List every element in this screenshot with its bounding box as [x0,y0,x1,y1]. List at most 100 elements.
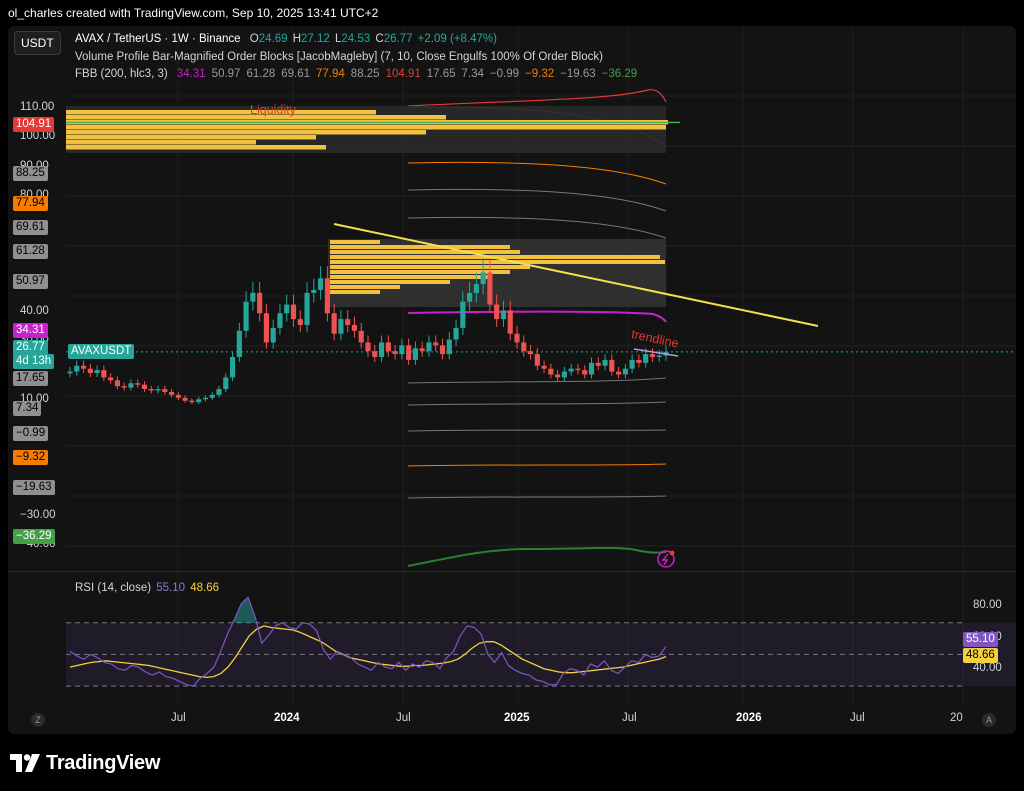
price-level-badge: 77.94 [13,195,48,211]
candle-body [202,397,209,400]
volume-profile-bar [330,265,530,269]
rsi-background-band [66,622,1016,687]
candle-body [257,292,263,314]
price-level-badge: 61.28 [13,244,48,260]
alert-dot-icon [669,550,675,556]
candle-body [575,368,581,371]
volume-profile-bar [66,130,426,135]
fbb-band-line [407,495,667,499]
volume-profile-bar [330,290,380,294]
candle-body [541,365,547,369]
candle-body [561,371,567,378]
fbb-value: −19.63 [560,68,596,80]
main-trendline [333,223,819,327]
pane-divider[interactable] [8,571,1016,572]
rsi-ma-line [69,625,667,679]
change-value: +2.09 (+8.47%) [417,33,497,45]
candle-body [446,339,452,355]
rsi-axis-label: 80.00 [973,598,1002,611]
volume-profile-bar [330,260,665,264]
fbb-value: −9.32 [525,68,555,80]
fbb-legend[interactable]: FBB (200, hlc3, 3) 34.31 50.97 61.28 69.61 7… [75,68,641,80]
open-value: 24.69 [258,33,288,45]
candle-body [128,383,134,388]
candle-body [473,284,479,293]
liquidity-label: Liquidity [250,103,296,118]
candle-body [114,380,120,387]
volume-profile-bar [66,135,316,140]
candle-body [108,377,114,381]
time-axis-label: 2026 [736,712,762,724]
alert-icon [657,550,675,568]
volume-profile-bar [330,270,510,274]
candle-body [277,313,283,328]
candle-body [263,313,269,343]
fbb-band-line [407,429,667,432]
tradingview-logo: TradingView [10,752,160,774]
candle-body [460,301,466,328]
candle-body [182,397,188,401]
chart-canvas[interactable] [8,26,1016,734]
candle-body [243,301,249,331]
candle-body [372,351,378,358]
price-level-badge: −19.63 [13,480,55,496]
price-level-badge: 7.34 [13,401,42,417]
candle-body [656,355,662,358]
symbol-title[interactable]: AVAX / TetherUS · 1W · Binance [75,33,241,45]
chart-frame[interactable]: USDT AVAX / TetherUS · 1W · Binance O24.… [8,26,1016,734]
short-trendline [633,348,679,357]
bar-countdown-badge: 4d 13h [13,353,55,369]
candle-body [649,354,656,358]
auto-scale-button[interactable]: A [982,713,996,727]
candle-body [643,354,649,363]
fbb-basis-line [407,310,667,323]
candle-body [169,391,175,395]
candle-body [433,342,439,346]
price-level-badge: 50.97 [13,274,48,290]
candle-body [568,368,574,372]
currency-button[interactable]: USDT [14,31,61,55]
candle-body [290,304,297,320]
candle-body [609,359,615,372]
candle-body [162,389,168,392]
last-price-badge: 26.77 [13,339,48,355]
order-blocks-legend[interactable]: Volume Profile Bar-Magnified Order Block… [75,51,603,63]
fbb-value: 88.25 [350,68,380,80]
zoom-reset-button[interactable]: Z [31,713,45,727]
fbb-value: 77.94 [316,68,345,80]
fbb-value: −0.99 [489,68,520,80]
volume-profile-bar [66,145,326,150]
fbb-band-line [407,463,667,467]
low-label: L [334,33,342,45]
candle-body [94,370,100,374]
time-axis-label: 20 [950,712,963,724]
price-axis-label: 110.00 [20,101,55,114]
candle-body [101,370,107,378]
fbb-title: FBB (200, hlc3, 3) [75,68,168,80]
candle-body [216,389,222,395]
candle-body [453,327,459,340]
candle-body [602,359,608,366]
close-label: C [375,33,384,45]
candle-body [229,357,236,378]
fbb-band-line [407,161,667,185]
candle-body [507,310,513,334]
time-axis-label: Jul [171,712,186,724]
candle-body [514,333,520,343]
volume-profile-bar [330,240,380,244]
tradingview-logo-icon [10,754,40,772]
fbb-value: 7.34 [461,68,484,80]
time-axis-label: Jul [396,712,411,724]
candle-body [527,351,534,355]
rsi-legend[interactable]: RSI (14, close) 55.10 48.66 [75,582,221,594]
high-label: H [292,33,301,45]
high-value: 27.12 [301,33,330,45]
candle-body [80,365,87,369]
fbb-value: 50.97 [211,68,241,80]
candle-body [636,359,642,363]
brand-name: TradingView [46,751,161,774]
time-axis-label: Jul [622,712,637,724]
volume-profile-bar [330,275,490,279]
candle-body [74,365,80,372]
candle-body [439,345,446,355]
